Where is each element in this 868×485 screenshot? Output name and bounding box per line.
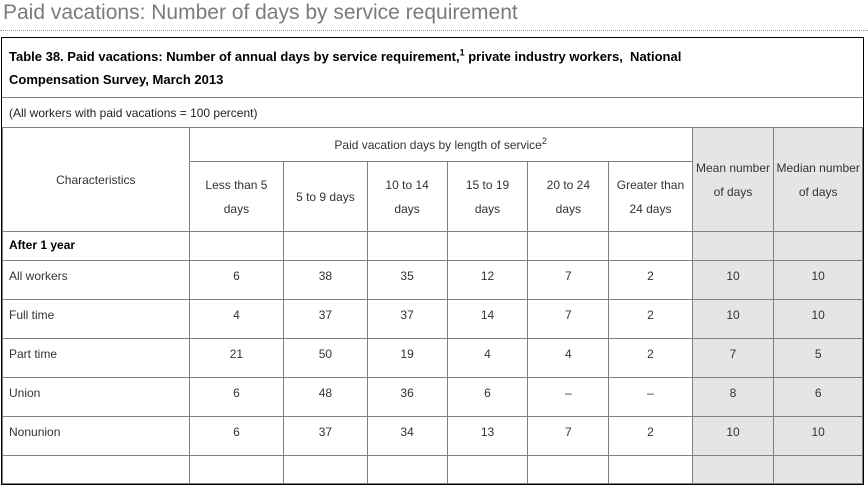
- empty-cell: [188, 231, 285, 261]
- mean-cell: 10: [691, 299, 775, 339]
- data-cell: 50: [283, 338, 368, 378]
- table-row-union: Union 6 48 36 6 – – 8 6: [2, 377, 863, 417]
- table-row-full-time: Full time 4 37 37 14 7 2 10 10: [2, 299, 863, 339]
- col-header-20-to-24: 20 to 24 days: [527, 161, 610, 232]
- data-cell: 37: [283, 416, 368, 456]
- data-cell: 6: [188, 377, 285, 417]
- col-group-header-service-length: Paid vacation days by length of service2: [188, 127, 693, 162]
- row-label: Part time: [2, 338, 190, 378]
- col-header-median: Median number of days: [773, 127, 863, 232]
- caption-text: Table 38. Paid vacations: Number of annu…: [9, 49, 460, 64]
- empty-cell: [446, 231, 529, 261]
- caption-footnote-marker: 1: [459, 47, 465, 58]
- empty-cell: [608, 231, 693, 261]
- empty-cell: [283, 231, 368, 261]
- empty-cell: [773, 231, 863, 261]
- empty-cell: [773, 455, 863, 484]
- empty-cell: [446, 455, 529, 484]
- group-header-text: Paid vacation days by length of service: [334, 137, 542, 152]
- data-cell: 6: [446, 377, 529, 417]
- data-cell: 4: [188, 299, 285, 339]
- data-cell: 2: [608, 260, 693, 300]
- median-cell: 5: [773, 338, 863, 378]
- row-label: Union: [2, 377, 190, 417]
- data-cell: 37: [366, 299, 448, 339]
- col-header-less-than-5: Less than 5 days: [188, 161, 285, 232]
- caption-text-continued: private industry workers, National Compe…: [9, 49, 682, 87]
- clipped-partial-row: [2, 455, 863, 484]
- data-cell: 12: [446, 260, 529, 300]
- data-cell: 7: [527, 260, 610, 300]
- data-cell: –: [527, 377, 610, 417]
- vacation-days-table: Characteristics Paid vacation days by le…: [2, 127, 863, 484]
- data-cell: 4: [446, 338, 529, 378]
- data-cell: 35: [366, 260, 448, 300]
- header-row-group: Characteristics Paid vacation days by le…: [2, 127, 863, 232]
- empty-cell: [366, 455, 448, 484]
- mean-cell: 8: [691, 377, 775, 417]
- col-header-15-to-19: 15 to 19 days: [446, 161, 529, 232]
- data-cell: 6: [188, 416, 285, 456]
- col-header-greater-than-24: Greater than 24 days: [608, 161, 693, 232]
- col-header-10-to-14: 10 to 14 days: [366, 161, 448, 232]
- table-frame: Table 38. Paid vacations: Number of annu…: [1, 37, 864, 485]
- median-cell: 6: [773, 377, 863, 417]
- mean-cell: 10: [691, 260, 775, 300]
- data-cell: 21: [188, 338, 285, 378]
- col-header-characteristics: Characteristics: [2, 127, 190, 232]
- data-cell: 13: [446, 416, 529, 456]
- data-cell: 2: [608, 338, 693, 378]
- col-header-5-to-9: 5 to 9 days: [283, 161, 368, 232]
- table-row-all-workers: All workers 6 38 35 12 7 2 10 10: [2, 260, 863, 300]
- data-cell: 2: [608, 299, 693, 339]
- section-label: After 1 year: [2, 231, 190, 261]
- table-subtitle: (All workers with paid vacations = 100 p…: [2, 97, 863, 127]
- row-label: Full time: [2, 299, 190, 339]
- data-cell: –: [608, 377, 693, 417]
- data-cell: 4: [527, 338, 610, 378]
- empty-cell: [691, 455, 775, 484]
- data-cell: 38: [283, 260, 368, 300]
- median-cell: 10: [773, 260, 863, 300]
- empty-cell: [527, 455, 610, 484]
- median-cell: 10: [773, 299, 863, 339]
- data-cell: 34: [366, 416, 448, 456]
- empty-cell: [188, 455, 285, 484]
- table-row-part-time: Part time 21 50 19 4 4 2 7 5: [2, 338, 863, 378]
- table-row-nonunion: Nonunion 6 37 34 13 7 2 10 10: [2, 416, 863, 456]
- section-row-after-1-year: After 1 year: [2, 231, 863, 261]
- empty-cell: [608, 455, 693, 484]
- empty-cell: [691, 231, 775, 261]
- data-cell: 19: [366, 338, 448, 378]
- row-label: Nonunion: [2, 416, 190, 456]
- empty-cell: [283, 455, 368, 484]
- col-header-mean: Mean number of days: [691, 127, 775, 232]
- empty-cell: [527, 231, 610, 261]
- data-cell: 36: [366, 377, 448, 417]
- mean-cell: 7: [691, 338, 775, 378]
- table-caption: Table 38. Paid vacations: Number of annu…: [2, 38, 863, 97]
- data-cell: 2: [608, 416, 693, 456]
- empty-cell: [366, 231, 448, 261]
- page-title: Paid vacations: Number of days by servic…: [0, 0, 868, 31]
- data-cell: 14: [446, 299, 529, 339]
- mean-cell: 10: [691, 416, 775, 456]
- empty-cell: [2, 455, 190, 484]
- data-cell: 48: [283, 377, 368, 417]
- median-cell: 10: [773, 416, 863, 456]
- data-cell: 7: [527, 299, 610, 339]
- row-label: All workers: [2, 260, 190, 300]
- data-cell: 6: [188, 260, 285, 300]
- header-row-subcolumns: Less than 5 days 5 to 9 days 10 to 14 da…: [3, 161, 863, 232]
- group-header-footnote-marker: 2: [541, 135, 547, 146]
- data-cell: 7: [527, 416, 610, 456]
- data-cell: 37: [283, 299, 368, 339]
